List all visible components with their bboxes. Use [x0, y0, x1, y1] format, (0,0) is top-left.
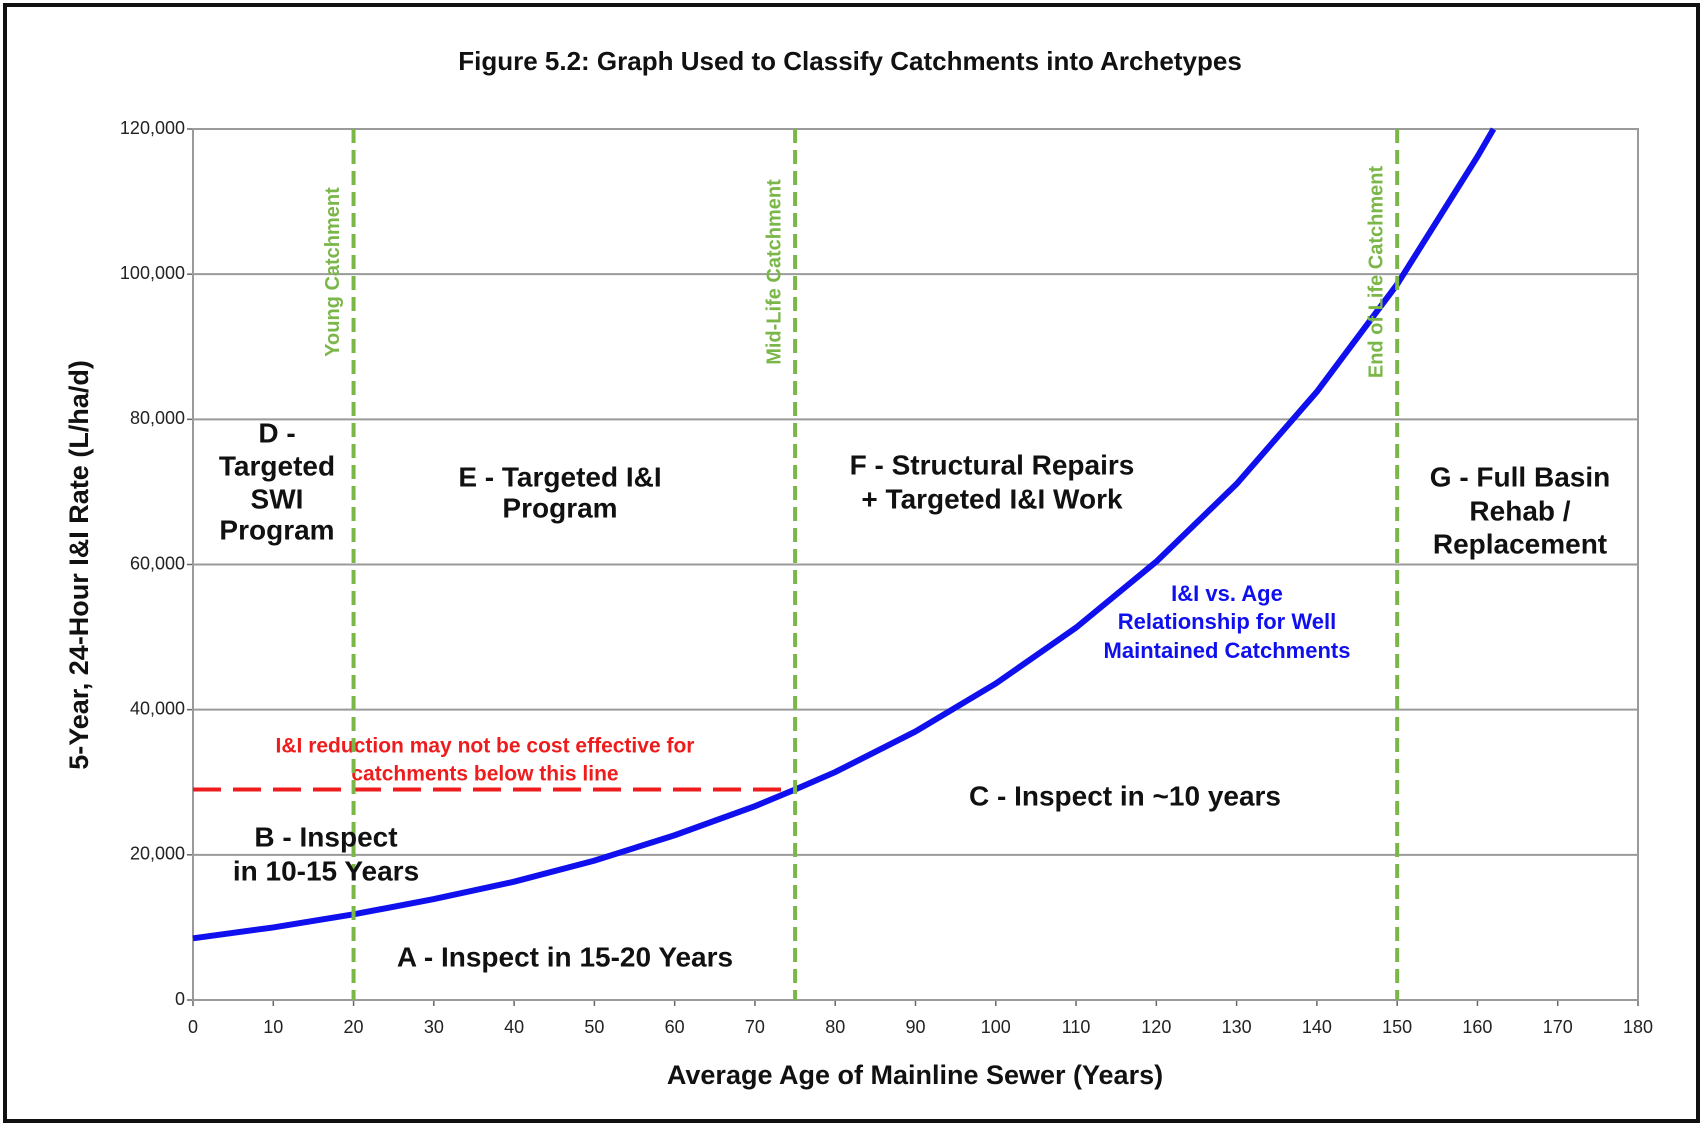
- x-tick-label: 70: [745, 1017, 765, 1037]
- plot-border: [192, 128, 1639, 1001]
- curve-label: I&I vs. Age: [1171, 581, 1283, 606]
- x-tick-label: 80: [825, 1017, 845, 1037]
- x-tick-label: 110: [1062, 1017, 1091, 1037]
- y-tick-label: 80,000: [130, 408, 185, 428]
- curve-label: Maintained Catchments: [1104, 638, 1351, 663]
- y-tick-label: 120,000: [120, 118, 185, 138]
- y-tick-label: 100,000: [120, 263, 185, 283]
- catchment-label: End of Life Catchment: [1365, 166, 1387, 379]
- x-tick-label: 180: [1623, 1017, 1653, 1037]
- region-label: Replacement: [1433, 528, 1607, 559]
- curve-label: Relationship for Well: [1118, 609, 1336, 634]
- x-tick-label: 120: [1141, 1017, 1171, 1037]
- curve: [192, 127, 1497, 942]
- x-tick-label: 100: [981, 1017, 1011, 1037]
- region-label: Program: [219, 514, 334, 545]
- region-label: D -: [258, 417, 295, 448]
- threshold-label: catchments below this line: [351, 763, 618, 786]
- x-tick-label: 140: [1302, 1017, 1332, 1037]
- region-label: F - Structural Repairs: [850, 449, 1135, 480]
- region-label: SWI: [251, 483, 304, 514]
- catchment-label: Mid-Life Catchment: [763, 179, 785, 365]
- x-tick-label: 40: [504, 1017, 524, 1037]
- region-label: C - Inspect in ~10 years: [969, 780, 1281, 811]
- x-tick-label: 150: [1382, 1017, 1412, 1037]
- region-label: Program: [502, 492, 617, 523]
- x-tick-label: 170: [1543, 1017, 1573, 1037]
- y-tick-label: 60,000: [130, 553, 185, 573]
- region-label: in 10-15 Years: [233, 855, 419, 886]
- region-label: E - Targeted I&I: [458, 461, 661, 492]
- region-label: B - Inspect: [254, 821, 397, 852]
- region-label: A - Inspect in 15-20 Years: [397, 941, 733, 972]
- region-label: G - Full Basin: [1430, 461, 1610, 492]
- y-tick-label: 0: [175, 989, 185, 1009]
- chart-title: Figure 5.2: Graph Used to Classify Catch…: [458, 46, 1242, 76]
- x-tick-label: 20: [344, 1017, 364, 1037]
- frame: [3, 3, 1700, 1123]
- x-tick-label: 30: [424, 1017, 444, 1037]
- x-tick-label: 0: [188, 1017, 198, 1037]
- y-axis-label: 5-Year, 24-Hour I&I Rate (L/ha/d): [64, 360, 94, 770]
- y-tick-label: 20,000: [130, 844, 185, 864]
- x-tick-label: 10: [263, 1017, 283, 1037]
- x-tick-label: 50: [584, 1017, 604, 1037]
- x-tick-label: 90: [905, 1017, 925, 1037]
- x-tick-label: 130: [1222, 1017, 1252, 1037]
- x-tick-label: 160: [1462, 1017, 1492, 1037]
- region-label: Rehab /: [1469, 495, 1570, 526]
- threshold-label: I&I reduction may not be cost effective …: [276, 735, 695, 758]
- catchment-label: Young Catchment: [322, 187, 344, 357]
- x-axis-label: Average Age of Mainline Sewer (Years): [667, 1060, 1163, 1090]
- y-tick-label: 40,000: [130, 698, 185, 718]
- x-tick-label: 60: [665, 1017, 685, 1037]
- region-label: + Targeted I&I Work: [861, 483, 1123, 514]
- region-label: Targeted: [219, 450, 335, 481]
